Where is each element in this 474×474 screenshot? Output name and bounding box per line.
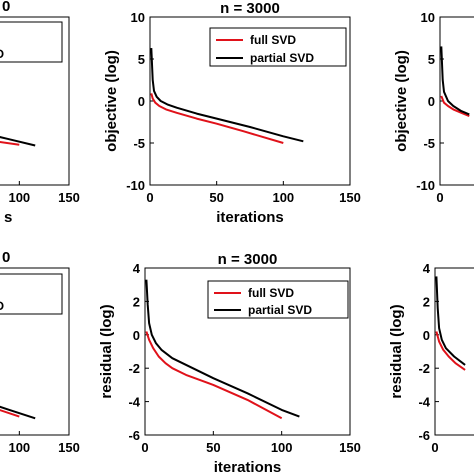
full-svd-line bbox=[0, 140, 20, 146]
x-tick-label: 0 bbox=[436, 190, 443, 205]
x-tick-label: 150 bbox=[58, 190, 80, 205]
panel-5: 0 50 100 150 -6 -4 -2 0 2 4 n = 3000 iterations resi… bbox=[98, 251, 361, 474]
x-tick-label: 100 bbox=[8, 190, 30, 205]
partial-svd-line bbox=[435, 276, 466, 366]
y-tick-label: -5 bbox=[423, 136, 435, 151]
full-svd-line bbox=[435, 331, 466, 371]
y-tick-label: 0 bbox=[133, 328, 140, 343]
legend-box bbox=[0, 21, 63, 63]
legend: full SVD partial SVD bbox=[207, 280, 349, 319]
series-group bbox=[150, 48, 304, 144]
legend-label: full SVD bbox=[250, 33, 296, 47]
y-tick-label: -2 bbox=[128, 361, 140, 376]
y-axis-label: objective (log) bbox=[103, 50, 120, 152]
x-axis-label: iterations bbox=[216, 209, 284, 226]
y-axis-label: residual (log) bbox=[388, 304, 405, 398]
partial-svd-line bbox=[440, 46, 470, 116]
legend-box bbox=[0, 273, 63, 315]
y-tick-label: -5 bbox=[133, 136, 145, 151]
axes-frame bbox=[434, 267, 474, 436]
full-svd-line bbox=[145, 331, 283, 420]
x-tick-label: 0 bbox=[146, 190, 153, 205]
y-tick-label: 2 bbox=[133, 294, 140, 309]
legend-label: partial SVD bbox=[0, 299, 4, 313]
legend: full SVD partial SVD bbox=[209, 27, 347, 67]
full-svd-line bbox=[0, 409, 20, 418]
y-tick-label: 5 bbox=[138, 52, 145, 67]
x-tick-label: 150 bbox=[339, 190, 361, 205]
partial-svd-line bbox=[145, 279, 300, 418]
y-tick-label: 0 bbox=[423, 328, 430, 343]
series-group bbox=[440, 46, 470, 118]
x-tick-label: 100 bbox=[272, 190, 294, 205]
legend-label: full SVD bbox=[248, 286, 294, 300]
y-axis-label: objective (log) bbox=[393, 50, 410, 152]
y-tick-label: -10 bbox=[126, 178, 145, 193]
axes-frame bbox=[0, 267, 70, 436]
panel-2: 0 50 100 150 -10 -5 0 5 10 n = 3000 iterations obje… bbox=[103, 0, 361, 226]
y-tick-label: 4 bbox=[133, 261, 141, 276]
axes-frame bbox=[439, 16, 474, 186]
legend-label: partial SVD bbox=[248, 303, 312, 317]
title-fragment: 0 bbox=[2, 249, 10, 266]
y-tick-label: 0 bbox=[138, 94, 145, 109]
y-tick-label: 5 bbox=[428, 52, 435, 67]
y-tick-label: -4 bbox=[128, 395, 140, 410]
series-group bbox=[0, 405, 36, 420]
full-svd-line bbox=[150, 93, 284, 144]
series-group bbox=[0, 136, 36, 147]
full-svd-line bbox=[440, 95, 470, 118]
panel-title: n = 3000 bbox=[218, 251, 278, 268]
x-tick-label: 0 bbox=[141, 440, 148, 455]
series-group bbox=[145, 279, 300, 420]
y-tick-label: -6 bbox=[128, 428, 140, 443]
x-tick-label: 100 bbox=[8, 440, 30, 455]
x-tick-label: 50 bbox=[209, 190, 223, 205]
y-axis-label: residual (log) bbox=[98, 304, 115, 398]
x-tick-label: 150 bbox=[339, 440, 361, 455]
y-tick-label: -10 bbox=[416, 178, 435, 193]
legend-box bbox=[207, 280, 349, 319]
x-axis-label: iterations bbox=[214, 459, 282, 474]
axes-frame bbox=[0, 16, 70, 186]
y-tick-label: 0 bbox=[428, 94, 435, 109]
series-group bbox=[435, 276, 466, 371]
title-fragment: 0 bbox=[2, 0, 10, 15]
panel-title: n = 3000 bbox=[220, 0, 280, 17]
x-axis-label: s bbox=[4, 209, 12, 226]
x-tick-label: 50 bbox=[206, 440, 220, 455]
y-tick-label: 2 bbox=[423, 294, 430, 309]
partial-svd-line bbox=[0, 405, 36, 420]
axes-frame bbox=[144, 267, 351, 436]
x-tick-label: 0 bbox=[431, 440, 438, 455]
partial-svd-line bbox=[150, 48, 304, 143]
y-tick-label: -6 bbox=[418, 428, 430, 443]
legend-label: partial SVD bbox=[0, 47, 4, 61]
legend-box bbox=[209, 27, 347, 67]
y-tick-label: 10 bbox=[131, 10, 145, 25]
partial-svd-line bbox=[0, 136, 36, 147]
y-tick-label: 4 bbox=[423, 261, 431, 276]
y-tick-label: 10 bbox=[421, 10, 435, 25]
y-tick-label: -2 bbox=[418, 361, 430, 376]
y-tick-label: -4 bbox=[418, 395, 430, 410]
x-tick-label: 100 bbox=[271, 440, 293, 455]
x-tick-label: 150 bbox=[58, 440, 80, 455]
legend-label: partial SVD bbox=[250, 51, 314, 65]
